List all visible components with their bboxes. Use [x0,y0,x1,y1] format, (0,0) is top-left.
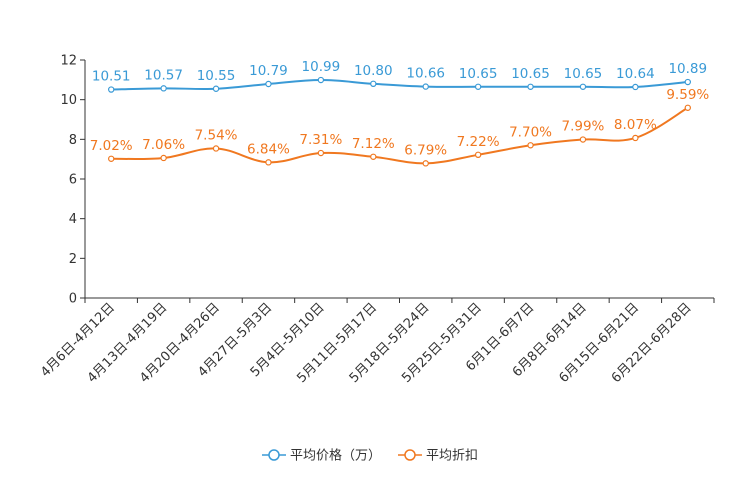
data-label: 7.06% [142,137,185,153]
data-label: 6.79% [404,142,447,158]
data-label: 7.22% [457,134,500,150]
data-point [370,153,377,160]
data-label: 7.02% [90,138,133,154]
data-point [684,104,691,111]
data-label: 10.80 [354,63,393,79]
y-tick-label: 12 [60,54,77,69]
data-point [579,83,587,90]
data-point [632,83,639,91]
data-label: 7.54% [195,127,238,143]
data-point [422,83,429,90]
data-label: 8.07% [614,117,657,133]
data-label: 7.12% [352,136,395,152]
data-point [108,155,115,162]
data-point [212,85,220,92]
legend-marker-icon [268,449,280,461]
data-label: 7.99% [562,119,605,135]
data-point [579,136,587,143]
data-point [317,76,325,84]
data-label: 10.79 [249,63,288,79]
data-label: 7.70% [509,124,552,140]
series-line [111,106,689,165]
data-point [474,151,482,159]
series-layer: 10.51 10.57 10.55 10.79 10.99 10.80 10.66 10.65… [90,59,709,167]
data-label: 10.66 [406,66,445,82]
data-point [265,80,272,88]
data-point [684,78,691,86]
y-tick-label: 6 [69,173,77,188]
y-tick-label: 10 [60,93,77,108]
data-label: 6.84% [247,141,290,157]
data-label: 10.51 [92,69,131,85]
series-avg-price: 10.51 10.57 10.55 10.79 10.99 10.80 10.66 10.65… [92,59,707,93]
legend-label: 平均折扣 [426,449,478,464]
data-label: 10.64 [616,66,655,82]
data-label: 10.65 [564,66,603,82]
legend-label: 平均价格（万） [290,448,381,464]
data-point [527,83,534,90]
data-label: 9.59% [666,87,709,103]
y-tick-label: 4 [69,212,77,227]
data-point [317,149,325,157]
series-line [111,79,688,91]
data-label: 10.99 [302,59,341,75]
data-point [160,85,167,92]
data-point [474,83,482,90]
data-point [632,134,639,142]
data-label: 7.31% [299,132,342,148]
data-point [160,154,167,162]
data-label: 10.57 [144,67,183,83]
data-point [370,80,377,88]
axes: 0246810124月6日-4月12日4月13日-4月19日4月20日-4月26… [38,54,715,386]
legend-item[interactable]: 平均价格（万） [262,448,381,464]
data-label: 10.89 [668,61,707,77]
data-point [212,145,220,152]
data-point [265,159,272,166]
legend-item[interactable]: 平均折扣 [398,449,478,464]
data-point [527,142,534,149]
y-tick-label: 0 [69,292,77,307]
y-tick-label: 8 [69,133,77,148]
data-point [108,86,115,93]
data-label: 10.65 [459,66,498,82]
y-tick-label: 2 [69,252,77,267]
data-label: 10.65 [511,66,550,82]
legend-marker-icon [404,449,416,461]
legend[interactable]: 平均价格（万） 平均折扣 [262,448,478,464]
series-avg-discount: 7.02% 7.06% 7.54% 6.84% 7.31% 7.12% 6.79% 7.22%… [90,87,709,167]
data-point [422,160,429,167]
data-label: 10.55 [197,68,236,84]
